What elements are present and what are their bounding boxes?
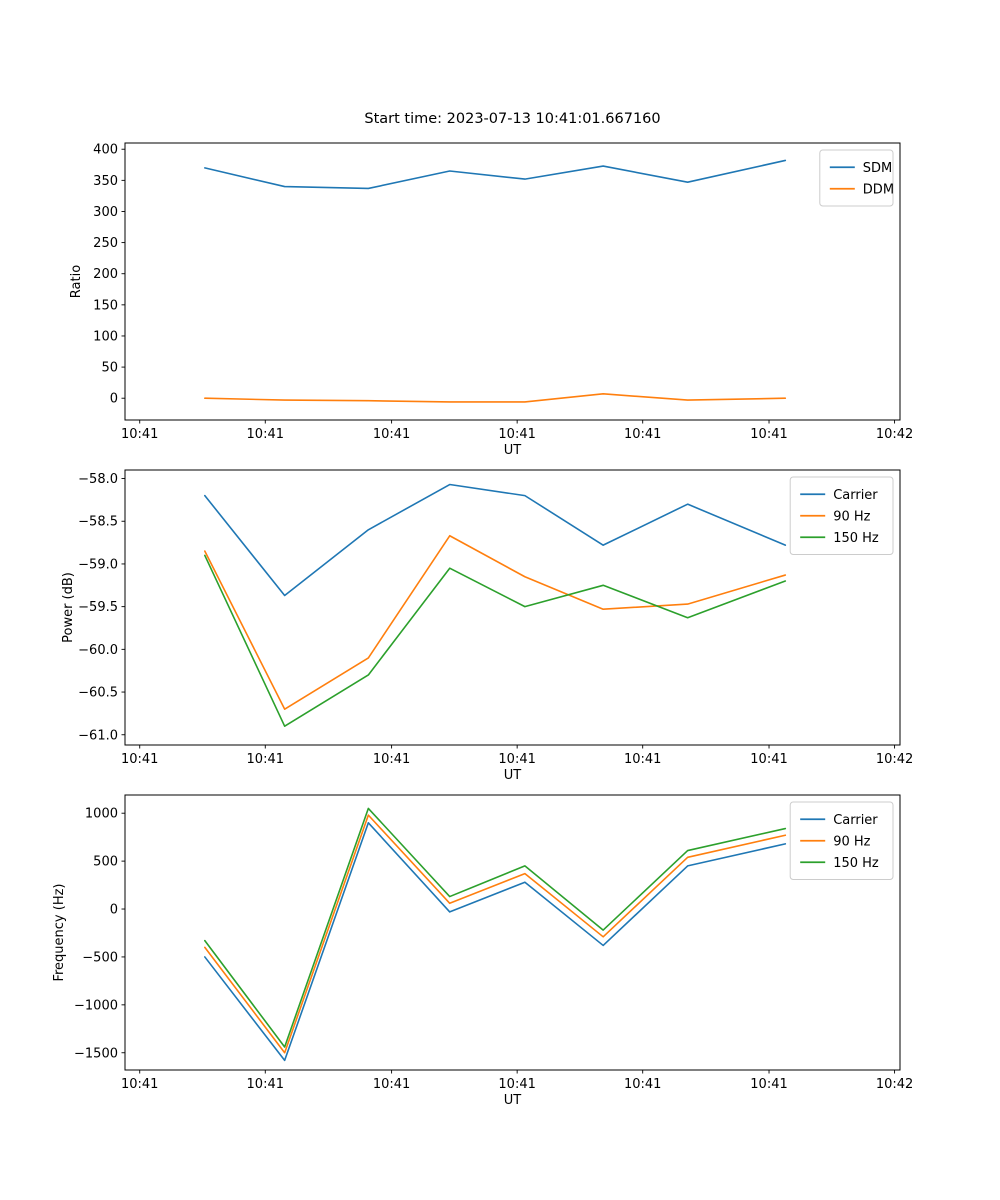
x-tick-label: 10:41 [624,427,661,442]
legend: SDM DDM [819,149,894,207]
x-tick-label: 10:42 [876,427,913,442]
axes-spines [124,469,901,746]
x-tick-label: 10:41 [121,427,158,442]
series-line-sdm [204,159,787,190]
x-tick-label: 10:41 [498,752,535,767]
series-lines [204,483,787,728]
legend-label: Carrier [833,488,878,503]
y-tick-label: 350 [93,174,118,189]
y-axis: 0 50 100 150 200 250 300 350 400 Ratio [69,143,125,407]
frequency-chart: 10:41 10:41 10:41 10:41 10:41 10:41 10:42 UT −15… [52,794,913,1108]
y-tick-label: −61.0 [78,728,118,743]
axes-spines [124,794,901,1071]
x-axis-label: UT [504,1093,522,1108]
x-tick-label: 10:41 [624,1077,661,1092]
y-tick-label: 50 [101,361,118,376]
x-tick-label: 10:41 [624,752,661,767]
series-lines [204,159,787,403]
x-tick-label: 10:41 [373,1077,410,1092]
plot-area [125,143,900,420]
x-tick-label: 10:41 [247,427,284,442]
legend-label: 150 Hz [833,856,879,871]
figure-title: Start time: 2023-07-13 10:41:01.667160 [364,111,661,127]
legend-box [789,801,894,880]
y-tick-label: −1000 [74,998,118,1013]
x-tick-label: 10:41 [373,752,410,767]
y-axis-label: Frequency (Hz) [52,883,67,981]
x-tick-label: 10:41 [750,1077,787,1092]
x-axis-label: UT [504,768,522,783]
legend-box [819,149,894,207]
axes-spines [124,142,901,421]
y-tick-label: 0 [110,392,118,407]
y-tick-label: 150 [93,298,118,313]
x-tick-label: 10:41 [750,427,787,442]
x-axis: 10:41 10:41 10:41 10:41 10:41 10:41 10:42 UT [121,420,913,458]
y-tick-label: 0 [110,903,118,918]
legend: Carrier 90 Hz 150 Hz [789,801,894,880]
plot-area [125,795,900,1070]
y-tick-label: 100 [93,329,118,344]
y-tick-label: −58.0 [78,472,118,487]
y-tick-label: 300 [93,205,118,220]
plot-area [125,470,900,745]
legend-label: DDM [863,182,894,197]
x-tick-label: 10:41 [247,1077,284,1092]
y-axis-label: Power (dB) [61,572,76,643]
x-tick-label: 10:41 [121,752,158,767]
power-chart: 10:41 10:41 10:41 10:41 10:41 10:41 10:42 UT −61… [61,469,913,783]
y-tick-label: 250 [93,236,118,251]
x-axis-label: UT [504,443,522,458]
y-tick-label: 1000 [85,807,118,822]
legend-label: Carrier [833,813,878,828]
series-line-ddm [204,393,787,403]
x-tick-label: 10:41 [750,752,787,767]
legend-label: SDM [863,161,892,176]
series-line-carrier [204,483,787,597]
y-tick-label: −60.5 [78,686,118,701]
legend: Carrier 90 Hz 150 Hz [789,476,894,555]
series-line-90-hz [204,534,787,710]
y-tick-label: −500 [82,950,118,965]
series-lines [204,807,787,1062]
x-tick-label: 10:41 [247,752,284,767]
y-tick-label: 200 [93,267,118,282]
ratio-chart: 10:41 10:41 10:41 10:41 10:41 10:41 10:42 UT 0 50… [69,142,913,458]
x-tick-label: 10:42 [876,1077,913,1092]
series-line-90-hz [204,814,787,1054]
series-line-150-hz [204,554,787,728]
y-axis: −1500 −1000 −500 0 500 1000 Frequency (Hz) [52,807,125,1061]
x-tick-label: 10:41 [373,427,410,442]
y-tick-label: −58.5 [78,515,118,530]
y-tick-label: −1500 [74,1046,118,1061]
y-tick-label: −60.0 [78,643,118,658]
legend-label: 90 Hz [833,509,870,524]
y-tick-label: 500 [93,855,118,870]
series-line-150-hz [204,807,787,1048]
legend-label: 150 Hz [833,531,879,546]
series-line-carrier [204,821,787,1062]
legend-label: 90 Hz [833,834,870,849]
y-axis: −61.0 −60.5 −60.0 −59.5 −59.0 −58.5 −58.0 Power… [61,472,125,743]
x-tick-label: 10:41 [498,1077,535,1092]
x-axis: 10:41 10:41 10:41 10:41 10:41 10:41 10:42 UT [121,1070,913,1108]
y-tick-label: 400 [93,143,118,158]
x-tick-label: 10:41 [121,1077,158,1092]
x-tick-label: 10:42 [876,752,913,767]
y-axis-label: Ratio [69,265,84,298]
y-tick-label: −59.0 [78,557,118,572]
x-tick-label: 10:41 [498,427,535,442]
legend-box [789,476,894,555]
x-axis: 10:41 10:41 10:41 10:41 10:41 10:41 10:42 UT [121,745,913,783]
y-tick-label: −59.5 [78,600,118,615]
